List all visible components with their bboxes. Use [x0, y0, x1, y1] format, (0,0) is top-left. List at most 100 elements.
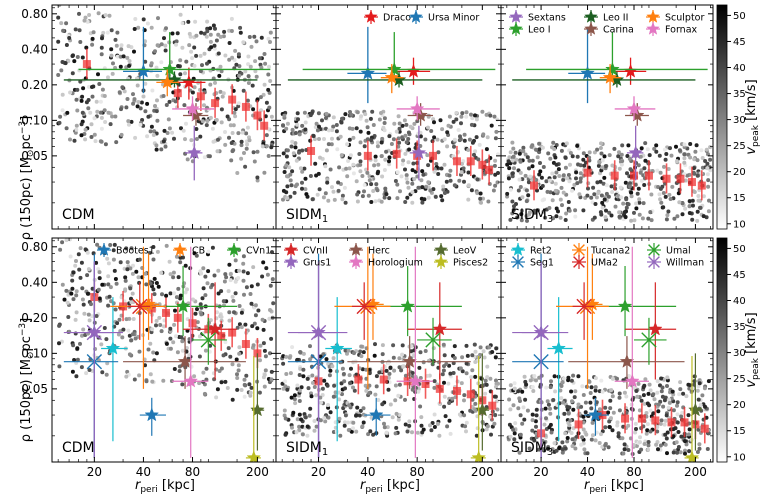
subhalo-point [404, 176, 409, 181]
subhalo-point [566, 375, 571, 380]
subhalo-point [202, 51, 207, 56]
subhalo-point [463, 424, 468, 429]
subhalo-point [324, 116, 328, 120]
subhalo-point [410, 430, 414, 435]
subhalo-point [314, 393, 319, 398]
subhalo-point [414, 385, 418, 390]
subhalo-point [400, 343, 405, 348]
subhalo-point [347, 373, 352, 378]
legend-item-cb: CB [173, 242, 205, 257]
subhalo-point [469, 112, 473, 117]
subhalo-point [523, 397, 528, 402]
subhalo-point [622, 447, 627, 452]
subhalo-point [559, 396, 564, 401]
subhalo-point [384, 368, 389, 373]
subhalo-point [507, 155, 512, 160]
subhalo-point [525, 218, 529, 223]
subhalo-point [461, 166, 466, 171]
subhalo-point [262, 372, 267, 377]
subhalo-point [524, 188, 529, 193]
subhalo-point [364, 118, 369, 123]
subhalo-point [177, 369, 182, 373]
subhalo-point [520, 389, 525, 394]
subhalo-point [208, 26, 213, 31]
subhalo-point [216, 32, 221, 37]
subhalo-point [588, 391, 593, 395]
subhalo-point [239, 388, 244, 392]
subhalo-point [483, 391, 488, 396]
subhalo-point [156, 16, 160, 21]
subhalo-point [359, 114, 364, 119]
plot-area-bot-sidm1 [280, 246, 500, 462]
subhalo-point [387, 196, 392, 201]
model-point [667, 418, 676, 427]
subhalo-point [479, 200, 483, 205]
subhalo-point [181, 128, 186, 133]
subhalo-point [137, 349, 142, 354]
subhalo-point [255, 178, 260, 183]
subhalo-point [405, 195, 410, 200]
subhalo-point [692, 190, 697, 194]
colorbar-tick-label: 15 [733, 426, 746, 437]
subhalo-point [483, 378, 488, 383]
subhalo-point [308, 406, 313, 411]
subhalo-point [338, 433, 343, 438]
subhalo-point [451, 119, 456, 124]
subhalo-point [242, 377, 247, 382]
subhalo-point [546, 151, 551, 156]
subhalo-point [111, 248, 116, 253]
subhalo-point [663, 442, 668, 447]
subhalo-point [646, 216, 651, 221]
subhalo-point [472, 152, 476, 157]
legend-label: Sextans [528, 13, 566, 24]
subhalo-point [342, 423, 347, 428]
subhalo-point [302, 166, 307, 171]
subhalo-point [532, 374, 537, 378]
subhalo-point [609, 416, 613, 421]
subhalo-point [173, 99, 178, 104]
subhalo-point [233, 258, 238, 263]
subhalo-point [106, 303, 111, 308]
subhalo-point [125, 260, 130, 265]
subhalo-point [554, 448, 559, 453]
subhalo-point [229, 29, 234, 33]
legend-marker [349, 242, 363, 256]
subhalo-point [553, 188, 558, 193]
subhalo-point [311, 134, 316, 138]
subhalo-point [679, 414, 684, 419]
subhalo-point [392, 121, 397, 126]
subhalo-point [704, 147, 709, 152]
subhalo-point [486, 199, 491, 204]
subhalo-point [210, 126, 215, 131]
subhalo-point [584, 384, 589, 389]
subhalo-point [564, 141, 569, 146]
subhalo-point [290, 127, 295, 132]
subhalo-point [462, 179, 466, 184]
subhalo-point [671, 434, 676, 439]
subhalo-point [459, 170, 464, 175]
subhalo-point [581, 427, 586, 432]
subhalo-point [373, 158, 378, 163]
subhalo-point [219, 289, 224, 294]
subhalo-point [148, 281, 153, 286]
subhalo-point [343, 348, 348, 353]
subhalo-point [448, 178, 453, 183]
subhalo-point [440, 127, 445, 132]
subhalo-point [307, 413, 312, 418]
subhalo-point [456, 128, 461, 132]
subhalo-point [293, 145, 298, 150]
subhalo-point [380, 174, 385, 179]
subhalo-point [519, 212, 524, 217]
subhalo-point [533, 419, 538, 424]
subhalo-point [80, 297, 85, 302]
subhalo-point [84, 371, 89, 376]
x-tick-label: 80 [185, 465, 200, 479]
subhalo-point [151, 350, 156, 355]
subhalo-point [707, 198, 711, 203]
subhalo-point [258, 95, 263, 100]
subhalo-point [462, 138, 467, 143]
subhalo-point [179, 126, 183, 131]
subhalo-point [235, 171, 240, 175]
subhalo-point [465, 353, 470, 358]
